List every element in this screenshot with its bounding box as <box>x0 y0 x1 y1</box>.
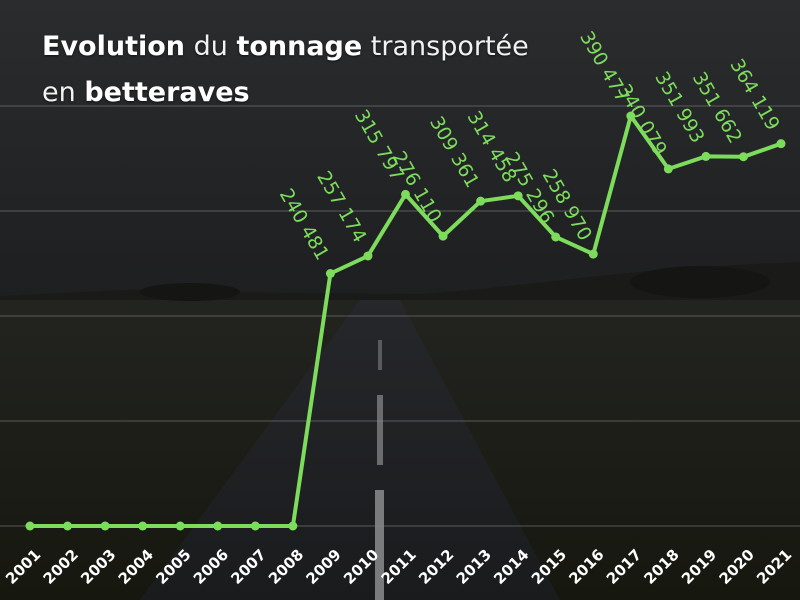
title-word-evolution: Evolution <box>42 31 186 62</box>
x-tick-label: 2008 <box>265 546 307 588</box>
x-tick-label: 2004 <box>115 546 157 588</box>
x-tick-label: 2005 <box>152 546 194 588</box>
x-tick-label: 2010 <box>340 546 382 588</box>
data-point <box>701 151 711 161</box>
x-tick-label: 2001 <box>2 546 44 588</box>
data-point <box>363 251 373 261</box>
data-point <box>738 152 748 162</box>
data-point <box>476 196 486 206</box>
x-tick-label: 2020 <box>716 546 758 588</box>
title-word-en: en <box>42 77 85 108</box>
data-label: 276 110 <box>387 148 445 227</box>
x-tick-label: 2019 <box>678 546 720 588</box>
data-point <box>551 232 561 242</box>
data-point <box>325 268 335 278</box>
x-tick-label: 2012 <box>415 546 457 588</box>
data-point <box>250 521 260 531</box>
x-tick-label: 2011 <box>378 546 420 588</box>
title-word-du: du <box>185 31 237 62</box>
data-points <box>25 111 786 531</box>
x-tick-label: 2015 <box>528 546 570 588</box>
title-word-transportee: transportée <box>362 31 529 62</box>
x-tick-label: 2006 <box>190 546 232 588</box>
x-tick-label: 2018 <box>640 546 682 588</box>
data-point <box>401 189 410 199</box>
data-point <box>513 191 523 201</box>
x-axis-ticks: 2001200220032004200520062007200820092010… <box>2 546 795 588</box>
data-point <box>776 139 786 149</box>
x-tick-label: 2017 <box>603 546 645 588</box>
title-word-betteraves: betteraves <box>84 77 250 108</box>
x-tick-label: 2013 <box>453 546 495 588</box>
x-tick-label: 2009 <box>303 546 345 588</box>
data-point <box>588 249 598 259</box>
title-word-tonnage: tonnage <box>236 31 363 62</box>
data-point <box>213 521 223 531</box>
x-tick-label: 2002 <box>40 546 82 588</box>
data-point <box>626 111 636 121</box>
x-tick-label: 2007 <box>227 546 269 588</box>
title-line-2: en betteraves <box>42 70 529 116</box>
data-point <box>63 521 73 531</box>
data-point <box>25 521 35 531</box>
data-point <box>138 521 148 531</box>
title-line-1: Evolution du tonnage transportée <box>42 24 529 70</box>
x-tick-label: 2014 <box>490 546 532 588</box>
data-point <box>288 521 298 531</box>
chart-title: Evolution du tonnage transportée en bett… <box>42 24 529 116</box>
data-point <box>438 231 448 241</box>
x-tick-label: 2016 <box>565 546 607 588</box>
data-point <box>175 521 185 531</box>
gridlines <box>0 105 800 527</box>
data-point <box>663 164 673 174</box>
x-tick-label: 2021 <box>753 546 795 588</box>
x-tick-label: 2003 <box>77 546 119 588</box>
data-point <box>100 521 110 531</box>
